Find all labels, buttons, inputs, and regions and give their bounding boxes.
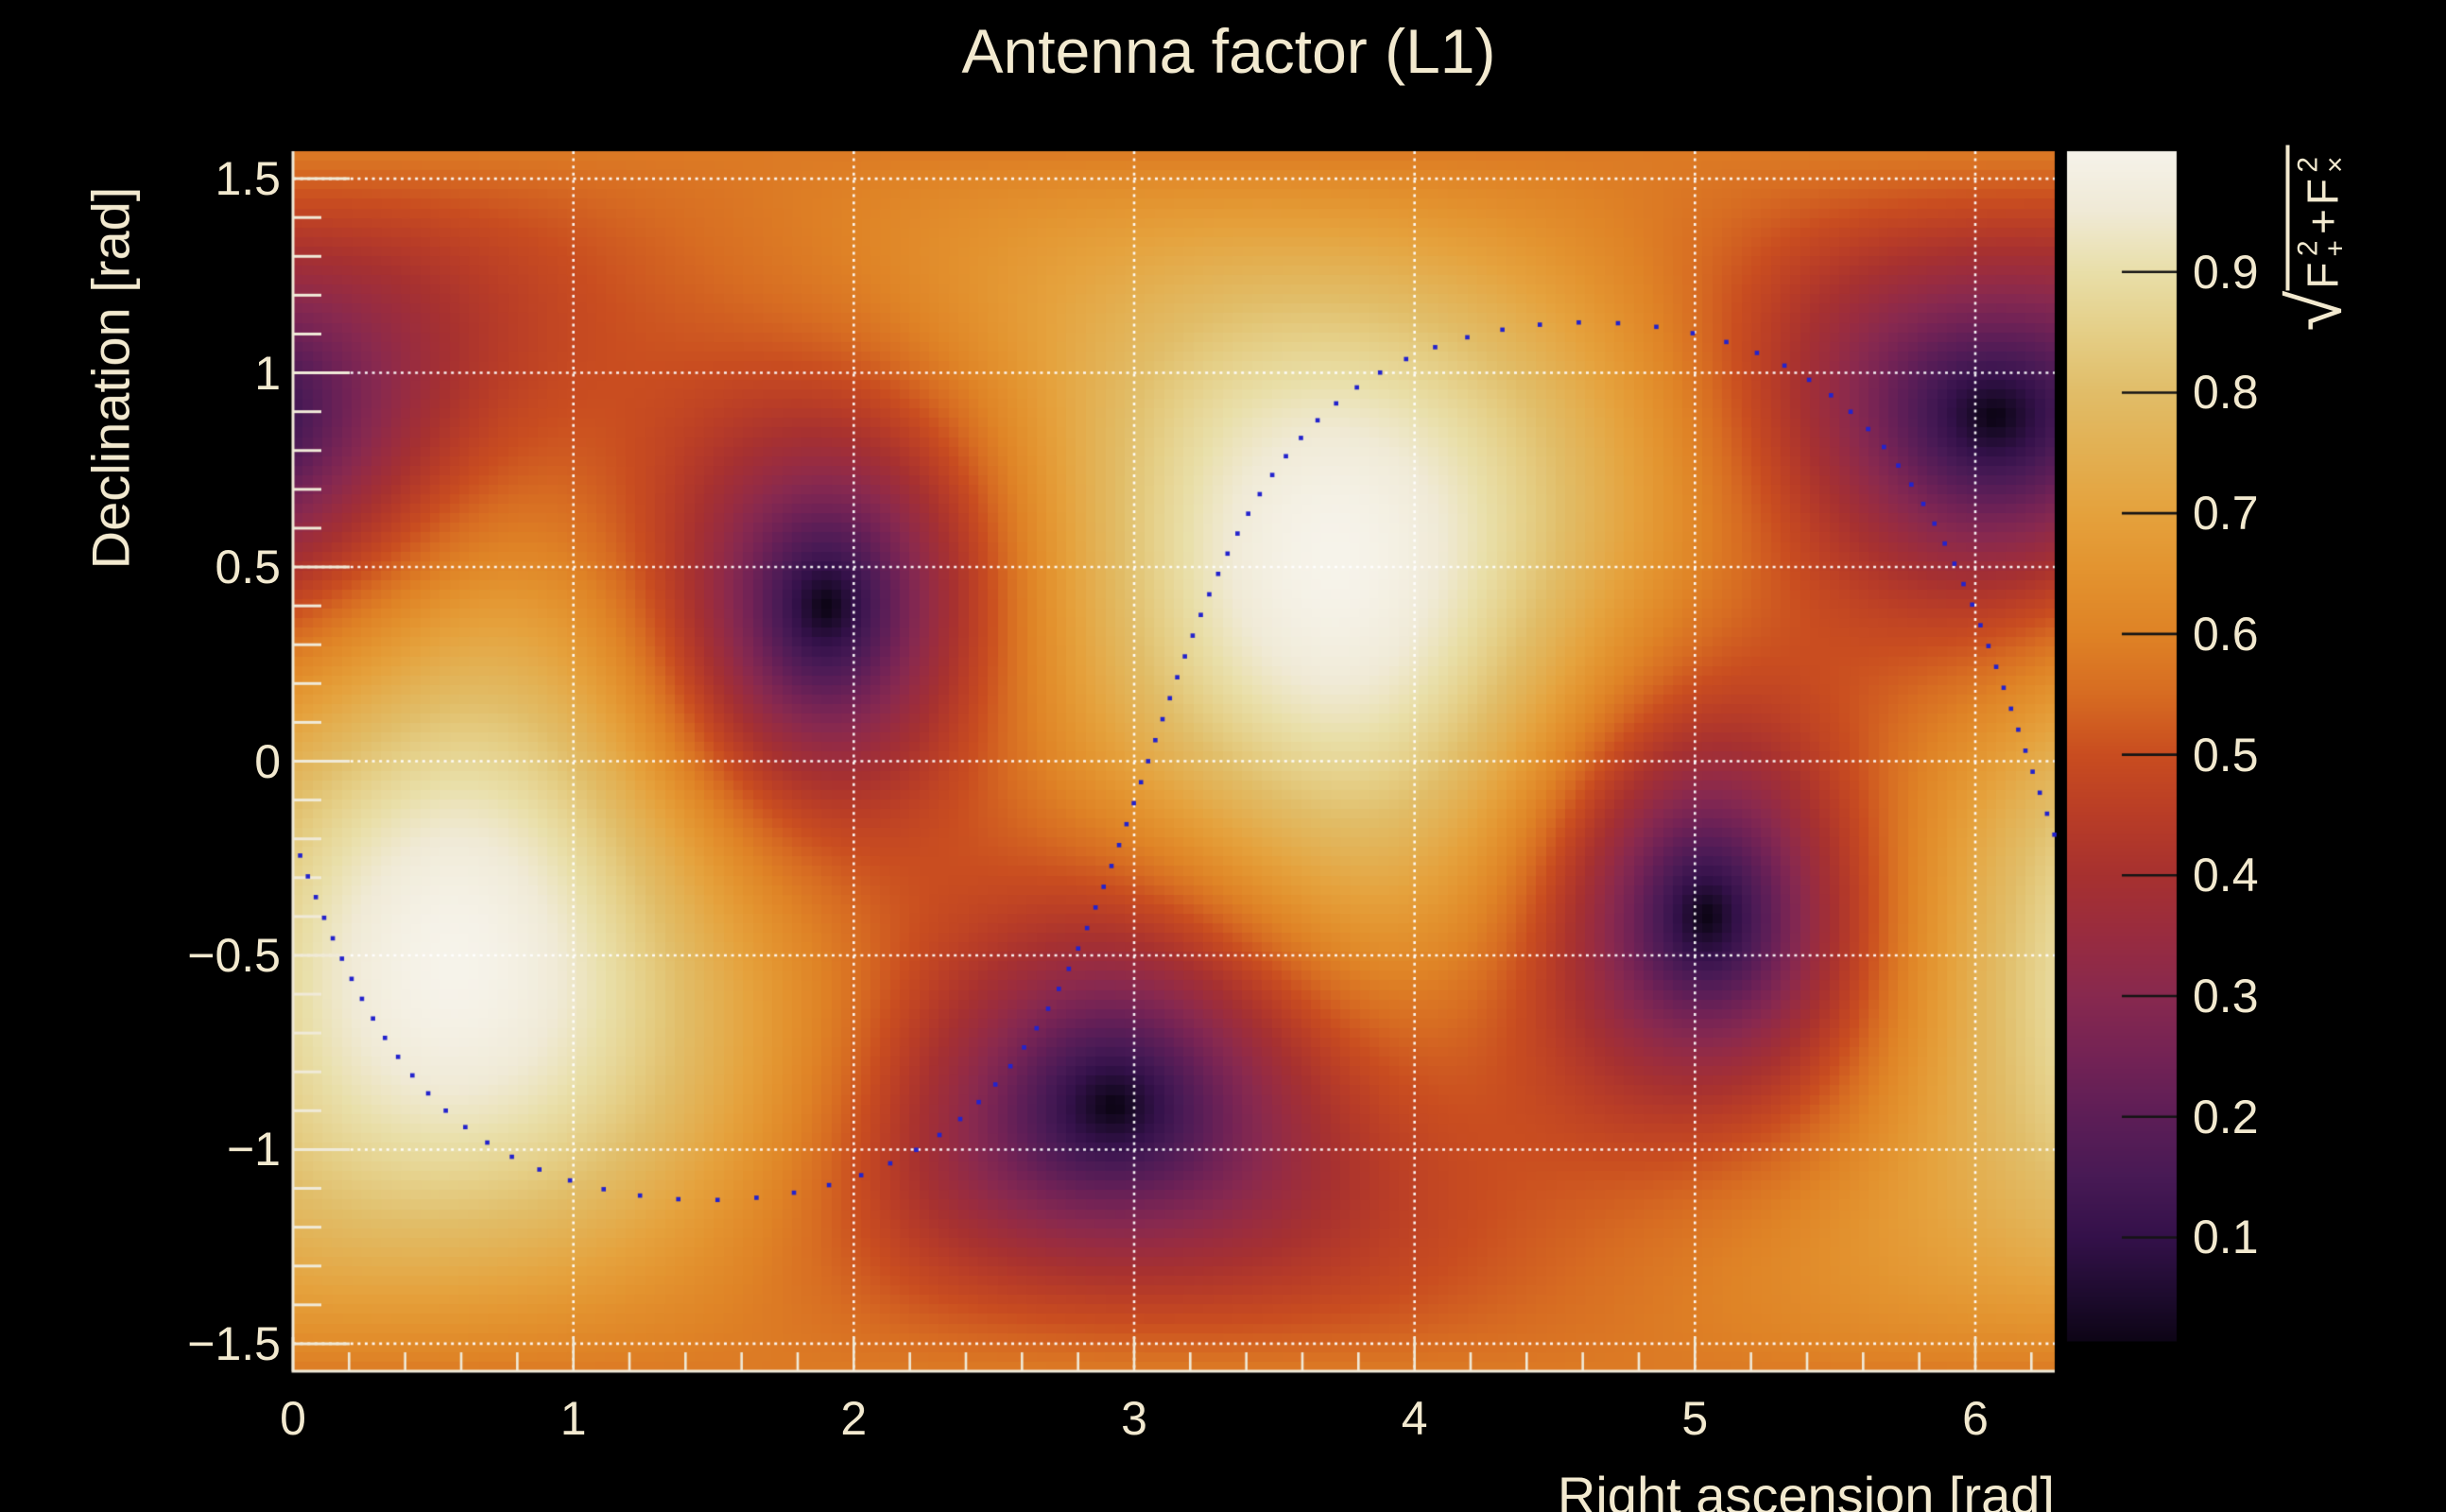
y-tick-label: −1	[226, 1123, 281, 1177]
y-tick-label: 1.5	[215, 152, 281, 206]
y-tick-label: −1.5	[187, 1316, 281, 1370]
plot-title: Antenna factor (L1)	[961, 16, 1496, 86]
x-axis-title: Right ascension [rad]	[1557, 1466, 2055, 1512]
x-tick-label: 6	[1962, 1392, 1989, 1445]
colorbar-tick-label: 0.4	[2193, 849, 2259, 902]
y-tick-label: 0.5	[215, 541, 281, 594]
x-tick-label: 1	[560, 1392, 587, 1445]
colorbar-tick-label: 0.3	[2193, 970, 2259, 1022]
y-tick-label: 0	[254, 734, 281, 788]
x-tick-label: 2	[840, 1392, 868, 1445]
colorbar-tick-label: 0.1	[2193, 1211, 2259, 1264]
colorbar-tick-label: 0.6	[2193, 607, 2259, 661]
x-tick-label: 4	[1401, 1392, 1428, 1445]
colorbar-tick-label: 0.9	[2193, 245, 2259, 299]
y-tick-label: −0.5	[187, 928, 281, 982]
x-tick-label: 5	[1681, 1392, 1709, 1445]
colorbar-tick-label: 0.8	[2193, 366, 2259, 420]
colorbar-tick-label: 0.2	[2193, 1090, 2259, 1143]
z-axis-title: √ F 2 + + F 2 ×	[2273, 145, 2357, 332]
colorbar-tick-label: 0.5	[2193, 728, 2259, 782]
z-axis-formula: F 2 + + F 2 ×	[2285, 145, 2351, 291]
y-tick-label: 1	[254, 346, 281, 400]
x-tick-label: 3	[1121, 1392, 1147, 1445]
colorbar-tick-label: 0.7	[2193, 487, 2259, 541]
x-tick-label: 0	[280, 1392, 306, 1445]
radical-sign: √	[2273, 290, 2357, 332]
